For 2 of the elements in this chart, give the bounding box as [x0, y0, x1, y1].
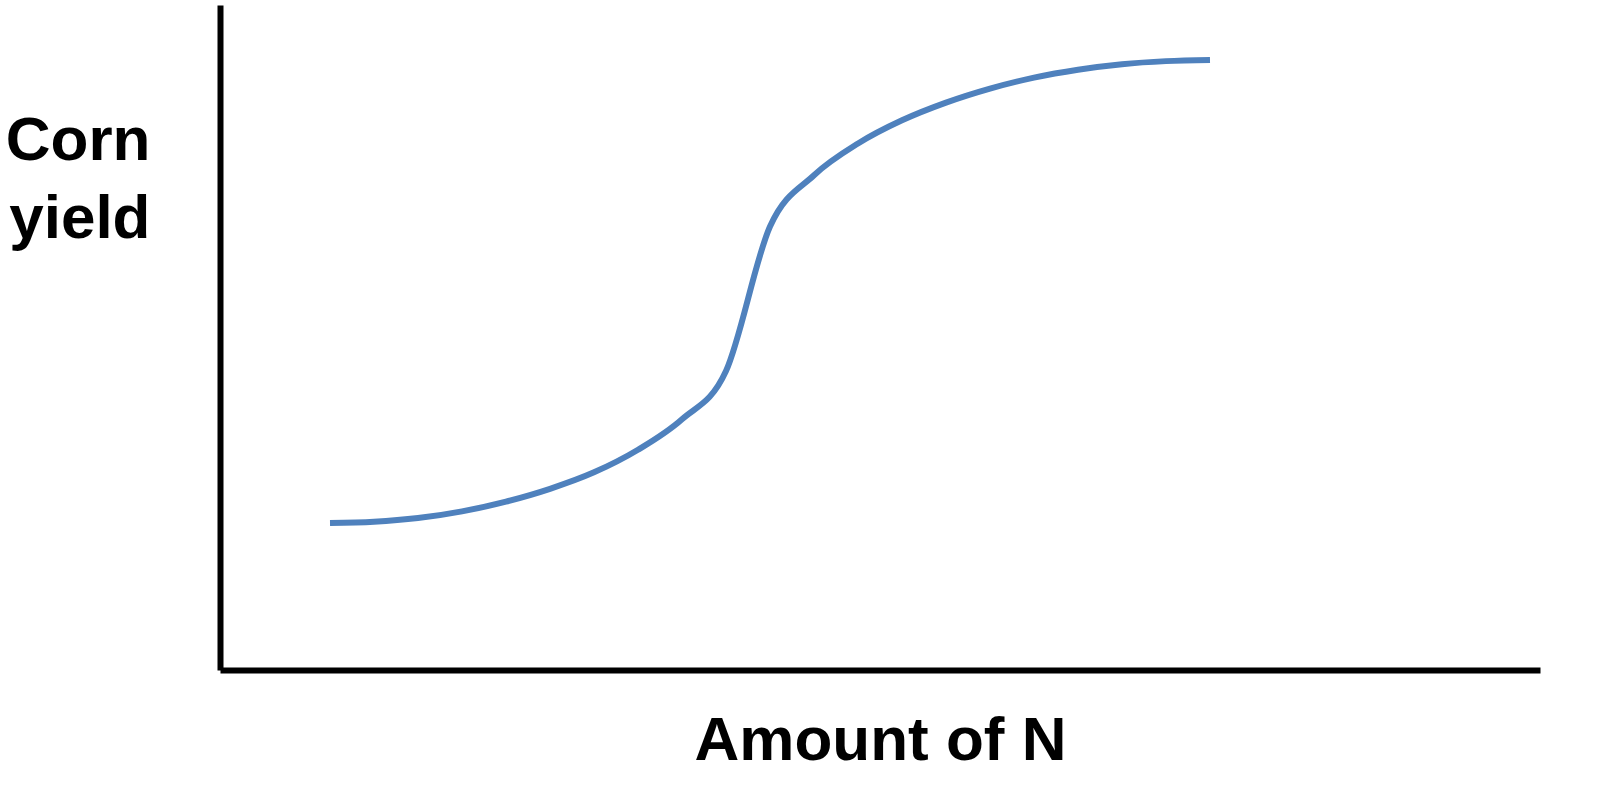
y-axis-title: Corn yield: [5, 103, 151, 251]
x-axis-title: Amount of N: [694, 703, 1067, 773]
